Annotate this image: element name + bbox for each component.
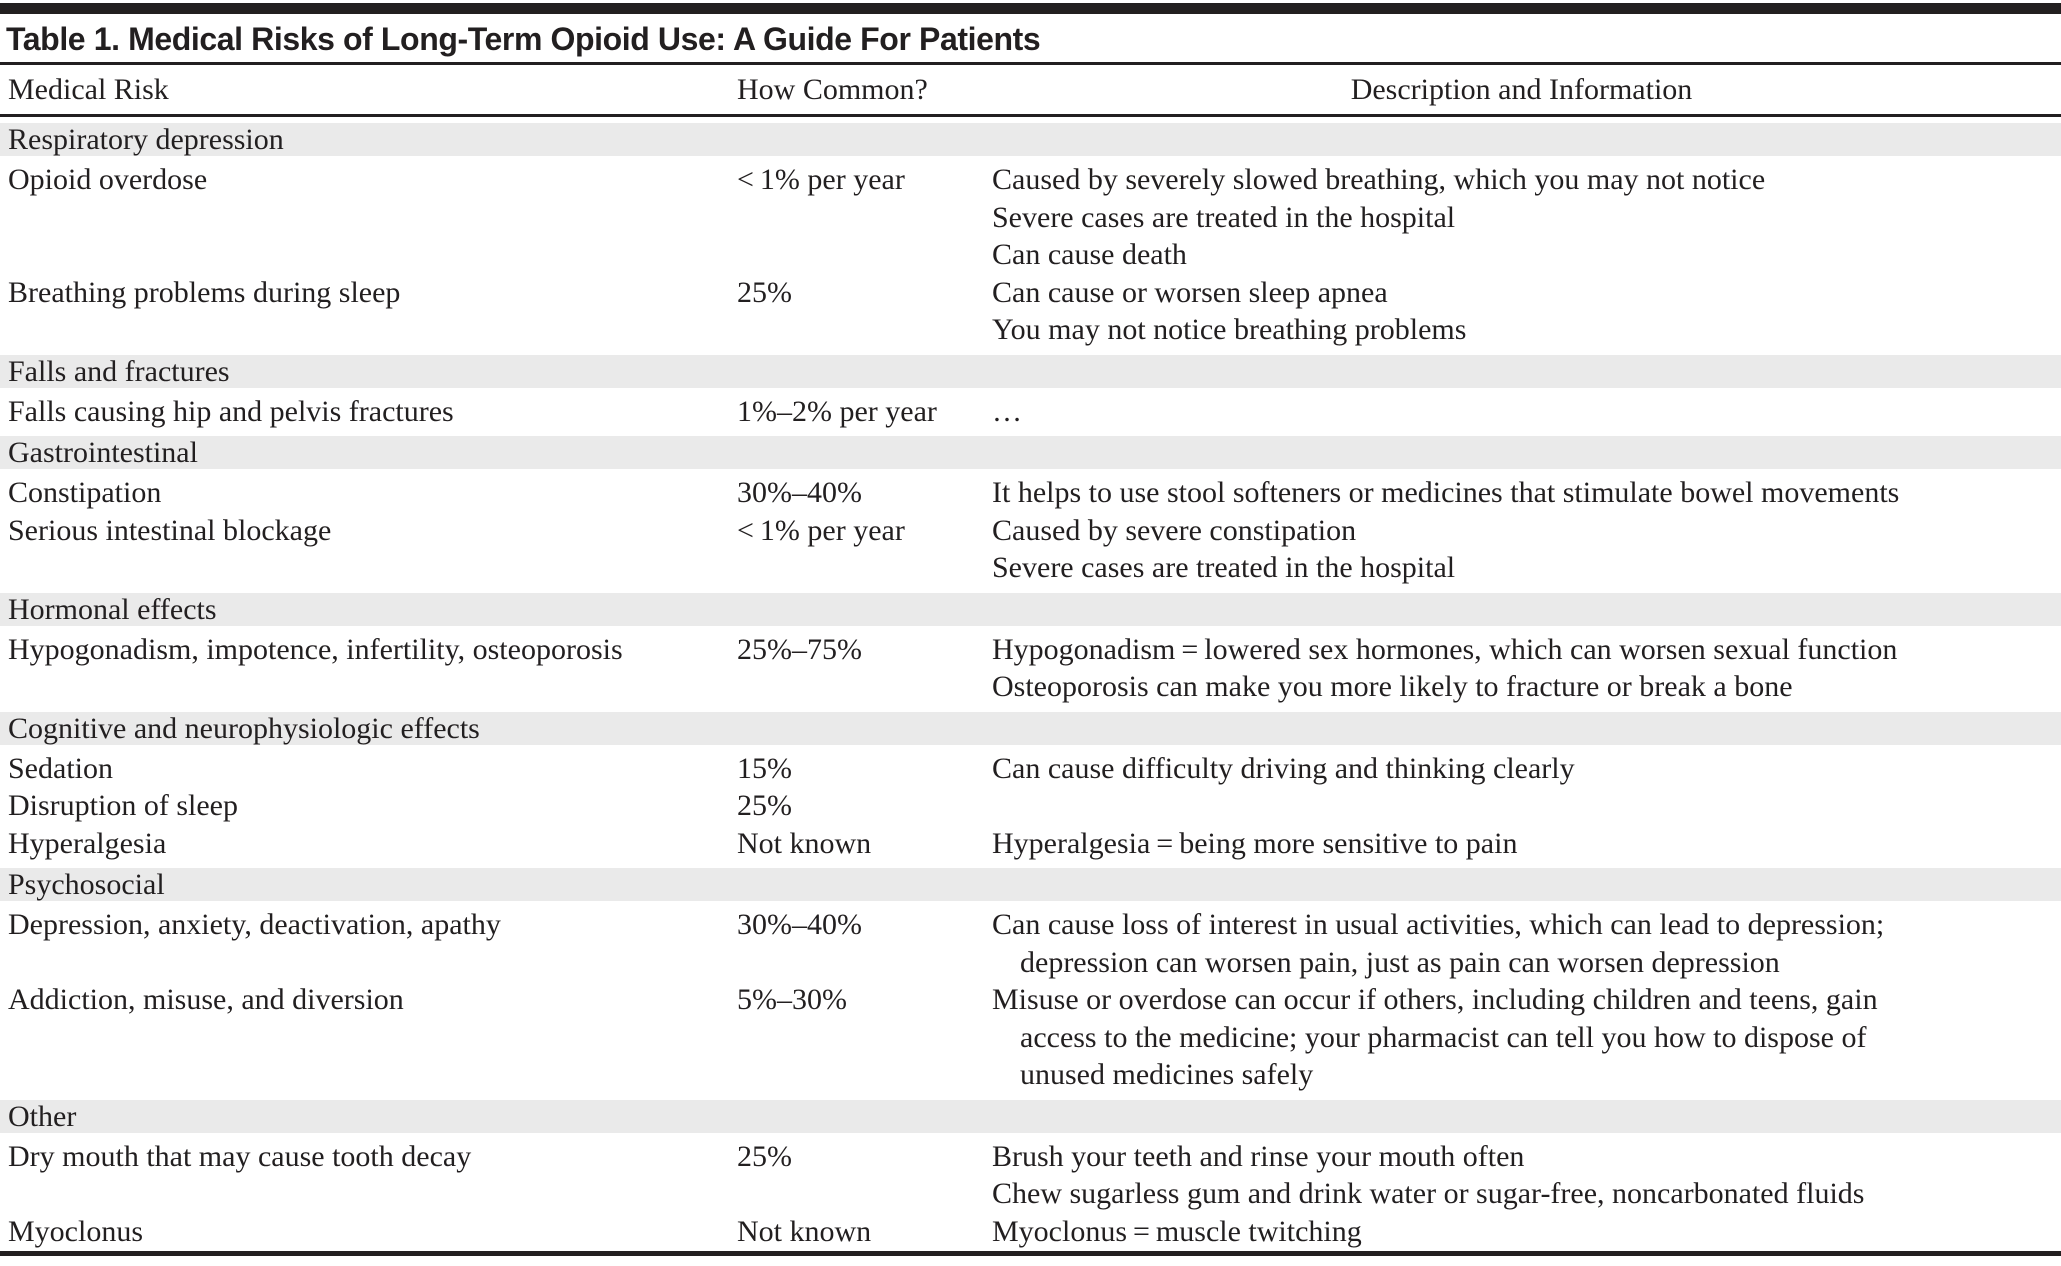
description-line: access to the medicine; your pharmacist …	[1020, 1020, 1867, 1054]
bottom-rule	[0, 1251, 2061, 1256]
cell-how-common: < 1% per year	[737, 513, 905, 547]
description-line: …	[992, 394, 1022, 428]
section-header-label: Falls and fractures	[8, 354, 230, 388]
cell-how-common: 25%	[737, 789, 792, 822]
cell-how-common: 30%–40%	[737, 908, 862, 941]
cell-medical-risk: Depression, anxiety, deactivation, apath…	[8, 908, 501, 941]
section-header: Other	[0, 1099, 2061, 1133]
description-line: Osteoporosis can make you more likely to…	[992, 670, 1793, 703]
table-body: Respiratory depression Opioid overdose <…	[0, 123, 2061, 1250]
top-rule	[0, 3, 2061, 14]
description-line: You may not notice breathing problems	[992, 313, 1467, 346]
section-header: Cognitive and neurophysiologic effects	[0, 711, 2061, 745]
cell-how-common: 25%	[737, 1139, 792, 1173]
description-line: Myoclonus = muscle twitching	[992, 1214, 1362, 1248]
cell-description: Caused by severely slowed breathing, whi…	[992, 161, 2061, 274]
description-line: It helps to use stool softeners or medic…	[992, 476, 1900, 509]
table-row: Addiction, misuse, and diversion 5%–30% …	[0, 981, 2061, 1094]
cell-how-common: < 1% per year	[737, 163, 905, 196]
cell-medical-risk: Serious intestinal blockage	[8, 513, 332, 547]
description-line: Severe cases are treated in the hospital	[992, 200, 1456, 234]
section-header: Falls and fractures	[0, 354, 2061, 388]
description-line: Chew sugarless gum and drink water or su…	[992, 1177, 1865, 1210]
table-row: Breathing problems during sleep 25% Can …	[0, 274, 2061, 349]
cell-how-common: 25%	[737, 275, 792, 309]
cell-how-common: 5%–30%	[737, 983, 847, 1016]
section-header-label: Psychosocial	[8, 868, 165, 901]
cell-description: It helps to use stool softeners or medic…	[992, 474, 2061, 512]
table-row: Sedation 15% Can cause difficulty drivin…	[0, 750, 2061, 788]
cell-description: Can cause or worsen sleep apnea You may n…	[992, 274, 2061, 349]
cell-medical-risk: Constipation	[8, 476, 162, 509]
cell-description: Brush your teeth and rinse your mouth of…	[992, 1138, 2061, 1213]
cell-medical-risk: Sedation	[8, 751, 113, 785]
cell-medical-risk: Myoclonus	[8, 1214, 143, 1248]
table-row: Hyperalgesia Not known Hyperalgesia = be…	[0, 825, 2061, 863]
cell-description: Can cause loss of interest in usual acti…	[992, 906, 2061, 981]
cell-medical-risk: Hypogonadism, impotence, infertility, os…	[8, 632, 623, 666]
cell-description: …	[992, 393, 2061, 431]
table-row: Disruption of sleep 25%	[0, 787, 2061, 825]
column-header-row: Medical Risk How Common? Description and…	[0, 65, 2061, 114]
description-line: Can cause difficulty driving and thinkin…	[992, 751, 1575, 785]
description-line: unused medicines safely	[1020, 1058, 1314, 1091]
cell-how-common: 25%–75%	[737, 632, 862, 666]
table-row: Hypogonadism, impotence, infertility, os…	[0, 631, 2061, 706]
table-row: Serious intestinal blockage < 1% per yea…	[0, 512, 2061, 587]
column-header-medical-risk: Medical Risk	[8, 73, 169, 106]
cell-description: Can cause difficulty driving and thinkin…	[992, 750, 2061, 788]
table-row: Dry mouth that may cause tooth decay 25%…	[0, 1138, 2061, 1213]
description-line: Caused by severe constipation	[992, 513, 1357, 547]
table-row: Falls causing hip and pelvis fractures 1…	[0, 393, 2061, 431]
description-line: Brush your teeth and rinse your mouth of…	[992, 1139, 1525, 1173]
table-row: Myoclonus Not known Myoclonus = muscle t…	[0, 1213, 2061, 1251]
cell-description: Hyperalgesia = being more sensitive to p…	[992, 825, 2061, 863]
description-line: Hyperalgesia = being more sensitive to p…	[992, 826, 1518, 860]
description-line: Can cause death	[992, 238, 1187, 271]
table-row: Depression, anxiety, deactivation, apath…	[0, 906, 2061, 981]
section-header: Psychosocial	[0, 868, 2061, 901]
section-header-label: Respiratory depression	[8, 123, 284, 156]
table-row: Constipation 30%–40% It helps to use sto…	[0, 474, 2061, 512]
cell-description: Myoclonus = muscle twitching	[992, 1213, 2061, 1251]
table-row: Opioid overdose < 1% per year Caused by …	[0, 161, 2061, 274]
cell-medical-risk: Breathing problems during sleep	[8, 275, 401, 309]
description-line: Severe cases are treated in the hospital	[992, 551, 1456, 584]
section-header-label: Gastrointestinal	[8, 436, 198, 469]
cell-how-common: 15%	[737, 751, 792, 785]
cell-medical-risk: Disruption of sleep	[8, 789, 238, 822]
section-header-label: Hormonal effects	[8, 592, 217, 626]
cell-description: Hypogonadism = lowered sex hormones, whi…	[992, 631, 2061, 706]
description-line: Caused by severely slowed breathing, whi…	[992, 163, 1766, 196]
section-header: Gastrointestinal	[0, 436, 2061, 469]
cell-medical-risk: Addiction, misuse, and diversion	[8, 983, 404, 1016]
cell-description: Caused by severe constipation Severe case…	[992, 512, 2061, 587]
section-header: Hormonal effects	[0, 592, 2061, 626]
description-line: Misuse or overdose can occur if others, …	[992, 983, 1878, 1016]
description-line: Can cause loss of interest in usual acti…	[992, 908, 1885, 941]
section-header: Respiratory depression	[0, 123, 2061, 156]
column-header-how-common: How Common?	[737, 73, 928, 106]
table-title: Table 1. Medical Risks of Long-Term Opio…	[6, 21, 1041, 57]
cell-medical-risk: Dry mouth that may cause tooth decay	[8, 1139, 472, 1173]
cell-medical-risk: Opioid overdose	[8, 163, 208, 196]
section-header-label: Cognitive and neurophysiologic effects	[8, 711, 480, 745]
description-line: Can cause or worsen sleep apnea	[992, 275, 1388, 309]
cell-how-common: Not known	[737, 1214, 872, 1248]
cell-how-common: Not known	[737, 826, 872, 860]
cell-medical-risk: Hyperalgesia	[8, 826, 167, 860]
header-rule	[0, 114, 2061, 117]
description-line: Hypogonadism = lowered sex hormones, whi…	[992, 632, 1898, 666]
cell-how-common: 30%–40%	[737, 476, 862, 509]
cell-how-common: 1%–2% per year	[737, 394, 937, 428]
description-line: depression can worsen pain, just as pain…	[1020, 945, 1780, 979]
title-rule	[0, 62, 2061, 65]
cell-description: Misuse or overdose can occur if others, …	[992, 981, 2061, 1094]
cell-medical-risk: Falls causing hip and pelvis fractures	[8, 394, 454, 428]
column-header-description: Description and Information	[1350, 73, 1693, 106]
section-header-label: Other	[8, 1099, 77, 1133]
